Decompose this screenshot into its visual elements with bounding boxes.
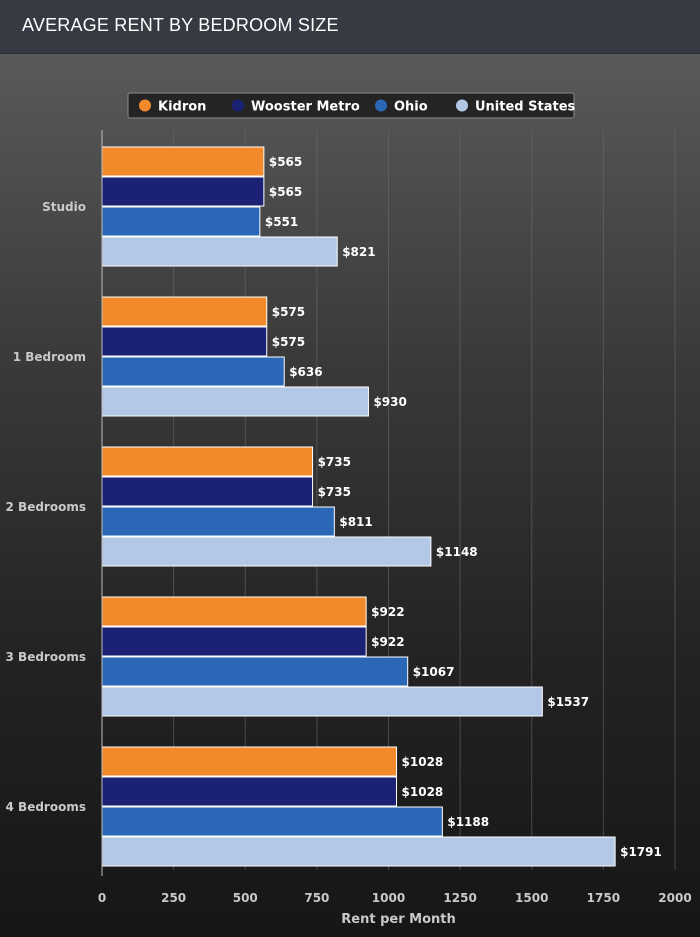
bar	[101, 536, 432, 567]
bar	[101, 206, 261, 237]
category-label: 3 Bedrooms	[6, 650, 86, 664]
axes: 0 250 500 750 1000 1250 1500 1750 2000 Rent per M…	[6, 130, 692, 927]
data-label: $821	[342, 245, 375, 259]
legend-label: Ohio	[394, 100, 428, 115]
bar	[101, 356, 285, 387]
data-label: $930	[373, 395, 406, 409]
data-label: $551	[265, 215, 298, 229]
bars: $565 $565 $551 $821 $575 $575 $636 $930 $735 $735…	[101, 146, 662, 867]
data-label: $735	[318, 455, 351, 469]
data-label: $565	[269, 155, 302, 169]
category-label: 4 Bedrooms	[6, 800, 86, 814]
legend-marker	[139, 99, 151, 112]
data-label: $1791	[620, 845, 662, 859]
bar	[101, 386, 369, 417]
data-label: $922	[371, 605, 404, 619]
data-label: $575	[272, 335, 305, 349]
x-tick-label: 1750	[587, 891, 620, 905]
data-label: $922	[371, 635, 404, 649]
bar	[101, 506, 335, 537]
bar	[101, 326, 268, 357]
bar	[101, 476, 314, 507]
x-tick-label: 750	[304, 891, 329, 905]
legend-box	[127, 92, 575, 119]
legend-label: United States	[475, 100, 576, 115]
bar	[101, 146, 265, 177]
x-axis-title: Rent per Month	[341, 912, 455, 927]
bar	[101, 746, 398, 777]
x-tick-label: 500	[233, 891, 258, 905]
x-tick-label: 1000	[372, 891, 405, 905]
legend-label: Kidron	[158, 100, 206, 115]
legend-marker	[232, 99, 244, 112]
x-tick-label: 2000	[658, 891, 691, 905]
data-label: $735	[318, 485, 351, 499]
bar	[101, 296, 268, 327]
data-label: $1028	[402, 755, 444, 769]
bar	[101, 686, 543, 717]
legend-marker	[375, 99, 387, 112]
data-label: $1188	[447, 815, 489, 829]
bar	[101, 656, 409, 687]
category-label: Studio	[42, 200, 86, 214]
legend-label: Wooster Metro	[251, 100, 360, 115]
chart-title: AVERAGE RENT BY BEDROOM SIZE	[22, 15, 339, 35]
bar	[101, 836, 616, 867]
data-label: $1148	[436, 545, 478, 559]
bar	[101, 776, 398, 807]
data-label: $565	[269, 185, 302, 199]
category-label: 2 Bedrooms	[6, 500, 86, 514]
category-label: 1 Bedroom	[13, 350, 86, 364]
legend: Kidron Wooster Metro Ohio United States	[127, 92, 576, 119]
legend-marker	[456, 99, 468, 112]
data-label: $811	[339, 515, 372, 529]
bar	[101, 446, 314, 477]
data-label: $1067	[413, 665, 455, 679]
x-tick-label: 1250	[443, 891, 476, 905]
data-label: $636	[289, 365, 322, 379]
bar	[101, 596, 367, 627]
data-label: $1537	[547, 695, 589, 709]
bar	[101, 236, 338, 267]
bar	[101, 626, 367, 657]
data-label: $575	[272, 305, 305, 319]
bar	[101, 806, 443, 837]
x-tick-label: 250	[161, 891, 186, 905]
x-tick-label: 1500	[515, 891, 548, 905]
data-label: $1028	[402, 785, 444, 799]
title-bar: AVERAGE RENT BY BEDROOM SIZE	[0, 0, 700, 54]
x-tick-label: 0	[98, 891, 106, 905]
bar	[101, 176, 265, 207]
